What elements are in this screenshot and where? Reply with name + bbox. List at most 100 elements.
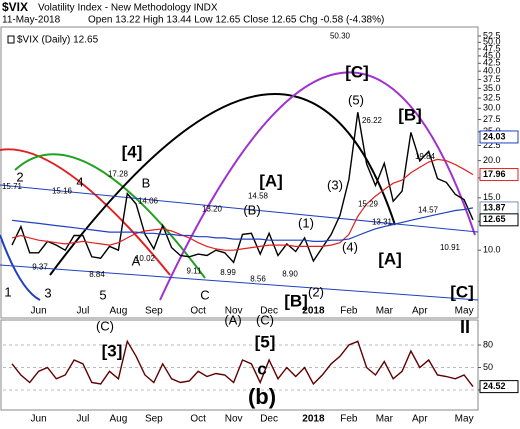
wave-label: (b): [248, 384, 276, 409]
date: 11-May-2018: [2, 15, 61, 26]
x-tick-label: 2018: [302, 306, 325, 317]
x-tick-label: 2018: [302, 414, 325, 425]
price-label: 8.90: [282, 269, 298, 278]
y-tick-label: 45.0: [483, 50, 501, 60]
x-tick-label: May: [455, 414, 474, 425]
y-tick-label: 52.5: [483, 30, 501, 40]
x-tick-label: Feb: [340, 306, 358, 317]
wave-label: (C): [96, 318, 114, 333]
price-label: 17.28: [108, 170, 129, 179]
wave-label: (5): [348, 92, 364, 107]
wave-label: [C]: [345, 62, 369, 81]
y-tick-label: 80: [483, 339, 493, 349]
main-frame: [0, 26, 479, 319]
wave-label: (A): [224, 312, 241, 327]
x-tick-label: Apr: [412, 414, 428, 425]
price-label: 15.16: [52, 187, 73, 196]
y-tick-label: 50.0: [483, 37, 501, 47]
x-tick-label: Jun: [31, 414, 47, 425]
wave-label: (1): [298, 215, 314, 230]
quote: Open 13.22 High 13.44 Low 12.65 Close 12…: [88, 15, 384, 26]
wave-label: [5]: [255, 332, 276, 351]
x-tick-label: Oct: [190, 414, 206, 425]
y-tick-label: 32.5: [483, 92, 501, 102]
y-tick-label: 20.0: [483, 155, 501, 165]
series-line: [11, 339, 474, 388]
symbol: $VIX: [2, 0, 28, 14]
price-label: 8.99: [220, 268, 236, 277]
wave-label: (3): [327, 177, 343, 192]
y-tick-label: 30.0: [483, 103, 501, 113]
wave-label: 4: [76, 174, 83, 189]
legend: $VIX (Daily) 12.65: [17, 35, 99, 46]
x-tick-label: Aug: [109, 414, 127, 425]
price-label: 9.11: [187, 266, 203, 275]
x-tick-label: Jun: [31, 306, 47, 317]
y-tick-label: 47.5: [483, 43, 501, 53]
last-value-box: [479, 380, 519, 394]
wave-label: [4]: [122, 142, 143, 161]
wave-label: [B]: [398, 105, 422, 124]
series-line: [11, 207, 474, 242]
x-tick-label: Nov: [225, 306, 243, 317]
x-tick-label: May: [455, 306, 474, 317]
wave-label: (2): [308, 284, 324, 299]
wave-label: II: [460, 317, 470, 337]
x-tick-label: Sep: [145, 414, 163, 425]
wave-arcs: [0, 71, 479, 301]
y-tick-label: 42.5: [483, 58, 501, 68]
blue-arc: [0, 234, 41, 301]
x-tick-label: Dec: [260, 306, 278, 317]
last-value-label: 12.65: [483, 214, 506, 224]
y-tick-label: 15.0: [483, 192, 501, 202]
wave-label: [A]: [378, 249, 402, 268]
wave-label: [A]: [259, 171, 283, 190]
wave-label: B: [142, 175, 151, 190]
wave-label: (4): [342, 239, 358, 254]
wave-label: [3]: [102, 341, 123, 360]
x-tick-label: Apr: [412, 306, 428, 317]
red-arc: [0, 148, 171, 276]
y-tick-label: 35.0: [483, 83, 501, 93]
wave-label: 5: [99, 287, 106, 302]
y-tick-label: 10.0: [483, 245, 501, 255]
wave-label: [B]: [284, 291, 308, 310]
price-label: 14.58: [248, 192, 269, 201]
price-label: 13.20: [202, 204, 223, 213]
last-value-box: [479, 213, 519, 227]
index-name: Volatility Index - New Methodology INDX: [38, 3, 218, 14]
price-label: 10.02: [135, 254, 156, 263]
price-label: 14.57: [418, 206, 439, 215]
purple-arc: [159, 71, 476, 301]
y-tick-label: 40.0: [483, 66, 501, 76]
x-tick-label: Sep: [145, 306, 163, 317]
wave-label: [C]: [450, 282, 474, 301]
lower-frame: [0, 319, 479, 411]
price-label: 8.56: [250, 274, 266, 283]
price-label: 50.30: [330, 32, 351, 41]
trend-line: [0, 264, 479, 301]
x-tick-label: Dec: [260, 414, 278, 425]
wave-label: (C): [256, 312, 274, 327]
price-label: 8.84: [89, 270, 105, 279]
last-value-label: 17.96: [483, 169, 506, 179]
legend-swatch: [7, 35, 15, 44]
x-tick-label: Jul: [77, 414, 90, 425]
x-tick-label: Mar: [376, 306, 394, 317]
x-tick-label: Feb: [340, 414, 358, 425]
wave-label: 3: [44, 285, 51, 300]
wave-label: (B): [243, 202, 260, 217]
price-label: 13.31: [372, 217, 393, 226]
price-label: 10.91: [440, 243, 461, 252]
x-tick-label: Oct: [190, 306, 206, 317]
x-tick-label: Aug: [109, 306, 127, 317]
price-label: 26.22: [362, 116, 383, 125]
x-tick-label: Mar: [376, 414, 394, 425]
last-value-box: [479, 168, 519, 182]
wave-label: c: [257, 359, 266, 378]
y-tick-label: 27.5: [483, 114, 501, 124]
wave-label: A: [132, 253, 141, 268]
last-value-label: 24.03: [483, 131, 506, 141]
wave-label: C: [200, 287, 209, 302]
